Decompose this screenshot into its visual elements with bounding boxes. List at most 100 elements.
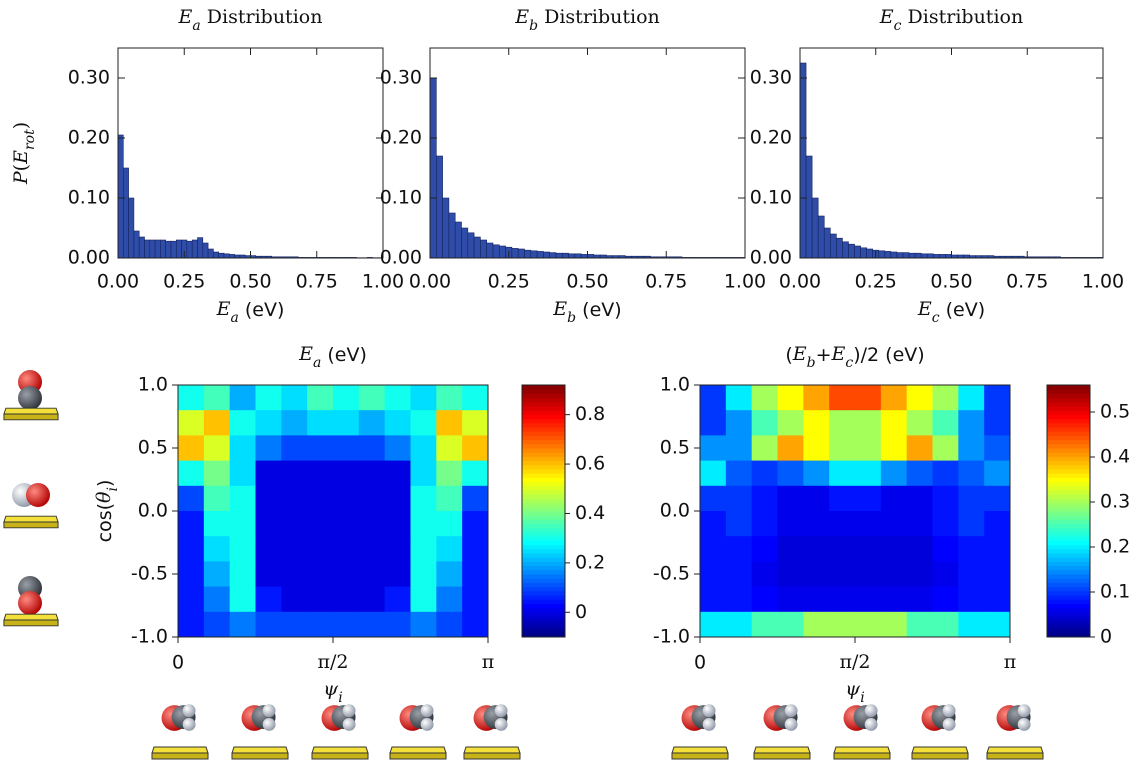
colorbar-step: [1047, 460, 1090, 466]
colorbar-step: [522, 477, 565, 483]
label-part: E: [216, 298, 231, 320]
heat-cell: [255, 611, 282, 638]
heat-cell: [725, 385, 753, 411]
label-part: θ: [93, 491, 115, 503]
colorbar-step: [1047, 527, 1090, 533]
heat-cell: [855, 435, 882, 462]
heat-cell: [984, 536, 1011, 562]
heat-cell: [436, 586, 463, 613]
colorbar-step: [522, 599, 565, 604]
heat-cell: [255, 536, 282, 562]
heat-cell: [333, 586, 360, 613]
label-part: (eV): [239, 299, 285, 321]
heat-cell: [932, 435, 959, 462]
label-part: (eV): [321, 344, 367, 366]
x-tick-label: 1.00: [362, 271, 404, 293]
label-part: +: [816, 344, 832, 366]
heat-cell: [384, 435, 411, 462]
colorbar-step: [1047, 603, 1090, 609]
bar: [896, 252, 904, 259]
heat-cell: [829, 511, 856, 537]
colorbar-step: [522, 544, 565, 550]
colorbar-step: [522, 611, 565, 617]
colorbar-step: [522, 628, 565, 634]
heat-cell: [410, 460, 437, 487]
heat-cell: [203, 435, 231, 462]
heat-cell: [751, 536, 778, 562]
bar: [138, 236, 145, 259]
heat-cell: [725, 561, 753, 588]
heat-cell: [462, 511, 489, 537]
heat-cell: [777, 536, 804, 562]
heat-cell: [958, 536, 985, 562]
heat-cell: [229, 586, 256, 613]
heat-cell: [958, 435, 985, 462]
label-part: a: [230, 310, 238, 326]
heat-cell: [829, 460, 856, 487]
heat-cell: [436, 385, 463, 411]
colorbar-step: [522, 553, 565, 558]
heat-cell: [751, 435, 778, 462]
colorbar-step: [522, 557, 565, 562]
heat-cell: [932, 460, 959, 487]
x-tick-label: π: [1004, 651, 1017, 673]
heat-cell: [384, 611, 411, 638]
heat-cell: [725, 511, 753, 537]
colorbar-step: [522, 590, 565, 596]
heat-cell: [229, 485, 256, 512]
colorbar-step: [522, 620, 565, 625]
colorbar-step: [1047, 578, 1090, 583]
heat-cell: [700, 410, 727, 436]
bar: [492, 244, 500, 259]
heat-cell: [307, 385, 334, 411]
label-part: rot: [22, 129, 38, 150]
colorbar-tick-label: 0.3: [1100, 491, 1129, 513]
colorbar-step: [522, 595, 565, 600]
label-part: E: [514, 6, 529, 28]
colorbar-step: [522, 603, 565, 609]
heat-cell: [984, 511, 1011, 537]
colorbar-step: [1047, 418, 1090, 424]
heat-cell: [410, 435, 437, 462]
heat-cell: [203, 611, 231, 638]
heat-cell: [880, 586, 908, 613]
colorbar-step: [522, 439, 565, 445]
surface: [671, 746, 729, 760]
colorbar-step: [1047, 410, 1090, 415]
colorbar-step: [522, 527, 565, 533]
x-tick-label: 0.25: [855, 271, 897, 293]
heat-cell: [700, 561, 727, 588]
colorbar-step: [1047, 427, 1090, 432]
label-part: E: [917, 298, 932, 320]
heat-cell: [751, 586, 778, 613]
chart-title: Eb Distribution: [514, 6, 660, 34]
bar: [536, 251, 544, 259]
molecule-icon: [921, 704, 956, 731]
bar: [154, 239, 161, 259]
heat-cell: [203, 385, 231, 411]
label-part: E: [552, 298, 567, 320]
colorbar-step: [522, 418, 565, 424]
label-part: Distribution: [902, 6, 1024, 28]
colorbar-step: [522, 490, 565, 495]
bar: [945, 254, 952, 259]
heat-cell: [725, 435, 753, 462]
surface: [911, 746, 969, 760]
heat-cell: [333, 460, 360, 487]
bar: [213, 251, 219, 259]
colorbar-step: [1047, 595, 1090, 600]
colorbar-step: [1047, 481, 1090, 487]
colorbar-step: [1047, 443, 1090, 449]
bar: [473, 236, 481, 259]
rotation-icons: [151, 704, 1044, 760]
colorbar-tick-label: 0.2: [1100, 536, 1129, 558]
colorbar-step: [522, 385, 565, 390]
y-tick-label: 0.20: [68, 127, 110, 149]
chart-title: Ea Distribution: [178, 6, 323, 34]
heat-cell: [436, 611, 463, 638]
heat-cell: [880, 536, 908, 562]
heat-cell: [255, 385, 282, 411]
colorbar-frame: [1046, 384, 1091, 638]
heat-cell: [751, 485, 778, 512]
label-part: E: [298, 343, 313, 365]
